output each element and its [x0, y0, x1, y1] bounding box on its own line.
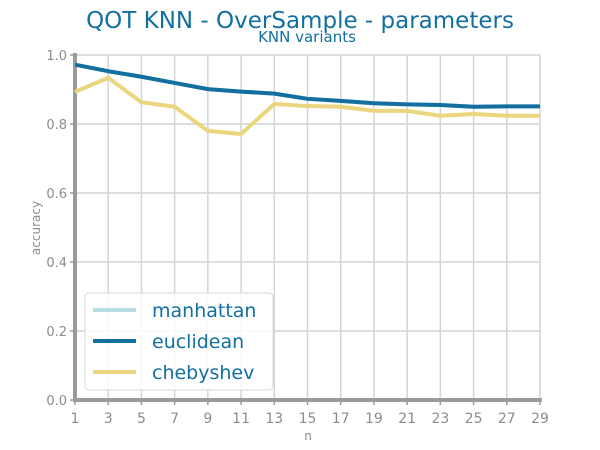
- x-tick-label: 13: [265, 411, 283, 427]
- y-tick-label: 0.6: [46, 187, 67, 202]
- x-tick-label: 19: [365, 411, 383, 427]
- tick-labels: 1 3 5 7 9 11 13 15 17 19 21 23 25 27 290.00.20.40.60.8…: [46, 49, 549, 427]
- x-tick-label: 3: [104, 411, 113, 427]
- series-line-chebyshev: [74, 75, 540, 136]
- x-tick-label: 7: [170, 411, 179, 427]
- x-tick-label: 15: [299, 411, 317, 427]
- grid: [74, 54, 541, 401]
- x-tick-label: 1: [71, 411, 80, 427]
- axes: [70, 53, 542, 405]
- chart-subtitle: KNN variants: [258, 28, 356, 46]
- legend-label-euclidean: euclidean: [152, 331, 244, 353]
- legend-box: [84, 292, 274, 391]
- legend-label-manhattan: manhattan: [152, 300, 256, 322]
- x-tick-label: 29: [531, 411, 549, 427]
- legend-label-chebyshev: chebyshev: [152, 362, 254, 384]
- x-tick-label: 17: [332, 411, 350, 427]
- y-tick-label: 1.0: [46, 49, 67, 64]
- y-tick-label: 0.8: [46, 118, 67, 133]
- legend: manhattan euclidean chebyshev: [84, 292, 274, 391]
- y-tick-label: 0.0: [46, 394, 67, 409]
- x-tick-label: 9: [203, 411, 212, 427]
- y-tick-label: 0.4: [46, 256, 67, 271]
- x-tick-label: 11: [232, 411, 250, 427]
- chart-title: QOT KNN - OverSample - parameters: [86, 8, 514, 34]
- x-tick-label: 5: [137, 411, 146, 427]
- x-tick-label: 27: [498, 411, 516, 427]
- x-tick-label: 23: [431, 411, 449, 427]
- y-tick-label: 0.2: [46, 325, 67, 340]
- series-line-euclidean: [74, 62, 540, 109]
- x-tick-label: 21: [398, 411, 416, 427]
- series-lines: [74, 62, 540, 136]
- x-tick-label: 25: [465, 411, 483, 427]
- y-axis-label: accuracy: [29, 201, 43, 255]
- x-axis-label: n: [304, 429, 312, 443]
